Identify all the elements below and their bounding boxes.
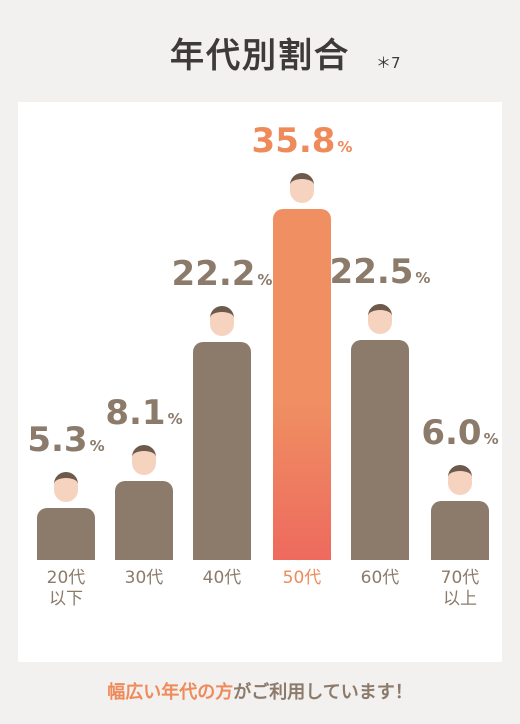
- value-unit: %: [89, 437, 105, 456]
- value-number: 22.5: [329, 251, 414, 292]
- x-tick-label: 40代: [202, 568, 242, 588]
- head: [448, 465, 472, 496]
- panel: [18, 102, 502, 662]
- value-unit: %: [415, 268, 431, 287]
- value-label: 35.8%: [242, 121, 362, 161]
- footer-text: がご利用しています！: [233, 682, 413, 703]
- bar: [193, 342, 251, 560]
- head: [290, 173, 314, 204]
- head: [54, 472, 78, 503]
- bar: [431, 501, 489, 560]
- value-unit: %: [257, 271, 273, 290]
- x-tick-label: 20代 以下: [46, 568, 86, 609]
- value-label: 5.3%: [6, 420, 126, 460]
- x-tick-label: 70代 以上: [440, 568, 480, 609]
- bar: [351, 339, 409, 560]
- footer-highlight: 幅広い年代の方: [107, 682, 234, 703]
- footer: 幅広い年代の方がご利用しています！: [0, 678, 520, 704]
- head: [210, 306, 234, 337]
- value-label: 6.0%: [400, 413, 520, 453]
- value-unit: %: [167, 409, 183, 428]
- note: ＊7: [376, 54, 401, 72]
- value-unit: %: [337, 138, 353, 157]
- bar: [273, 209, 331, 560]
- x-tick-label: 50代: [282, 568, 322, 588]
- value-unit: %: [483, 430, 499, 449]
- value-number: 8.1: [105, 392, 166, 433]
- x-tick-label: 60代: [360, 568, 400, 588]
- value-label: 8.1%: [84, 393, 204, 433]
- value-label: 22.2%: [162, 254, 282, 294]
- bar: [115, 480, 173, 560]
- value-number: 22.2: [171, 254, 256, 295]
- chart-title: 年代別割合: [170, 36, 350, 76]
- value-number: 35.8: [251, 121, 336, 162]
- value-number: 6.0: [421, 413, 482, 454]
- value-number: 5.3: [27, 420, 88, 461]
- value-label: 22.5%: [320, 252, 440, 292]
- bar: [37, 508, 95, 560]
- x-tick-label: 30代: [124, 568, 164, 588]
- head: [132, 444, 156, 475]
- head: [368, 303, 392, 334]
